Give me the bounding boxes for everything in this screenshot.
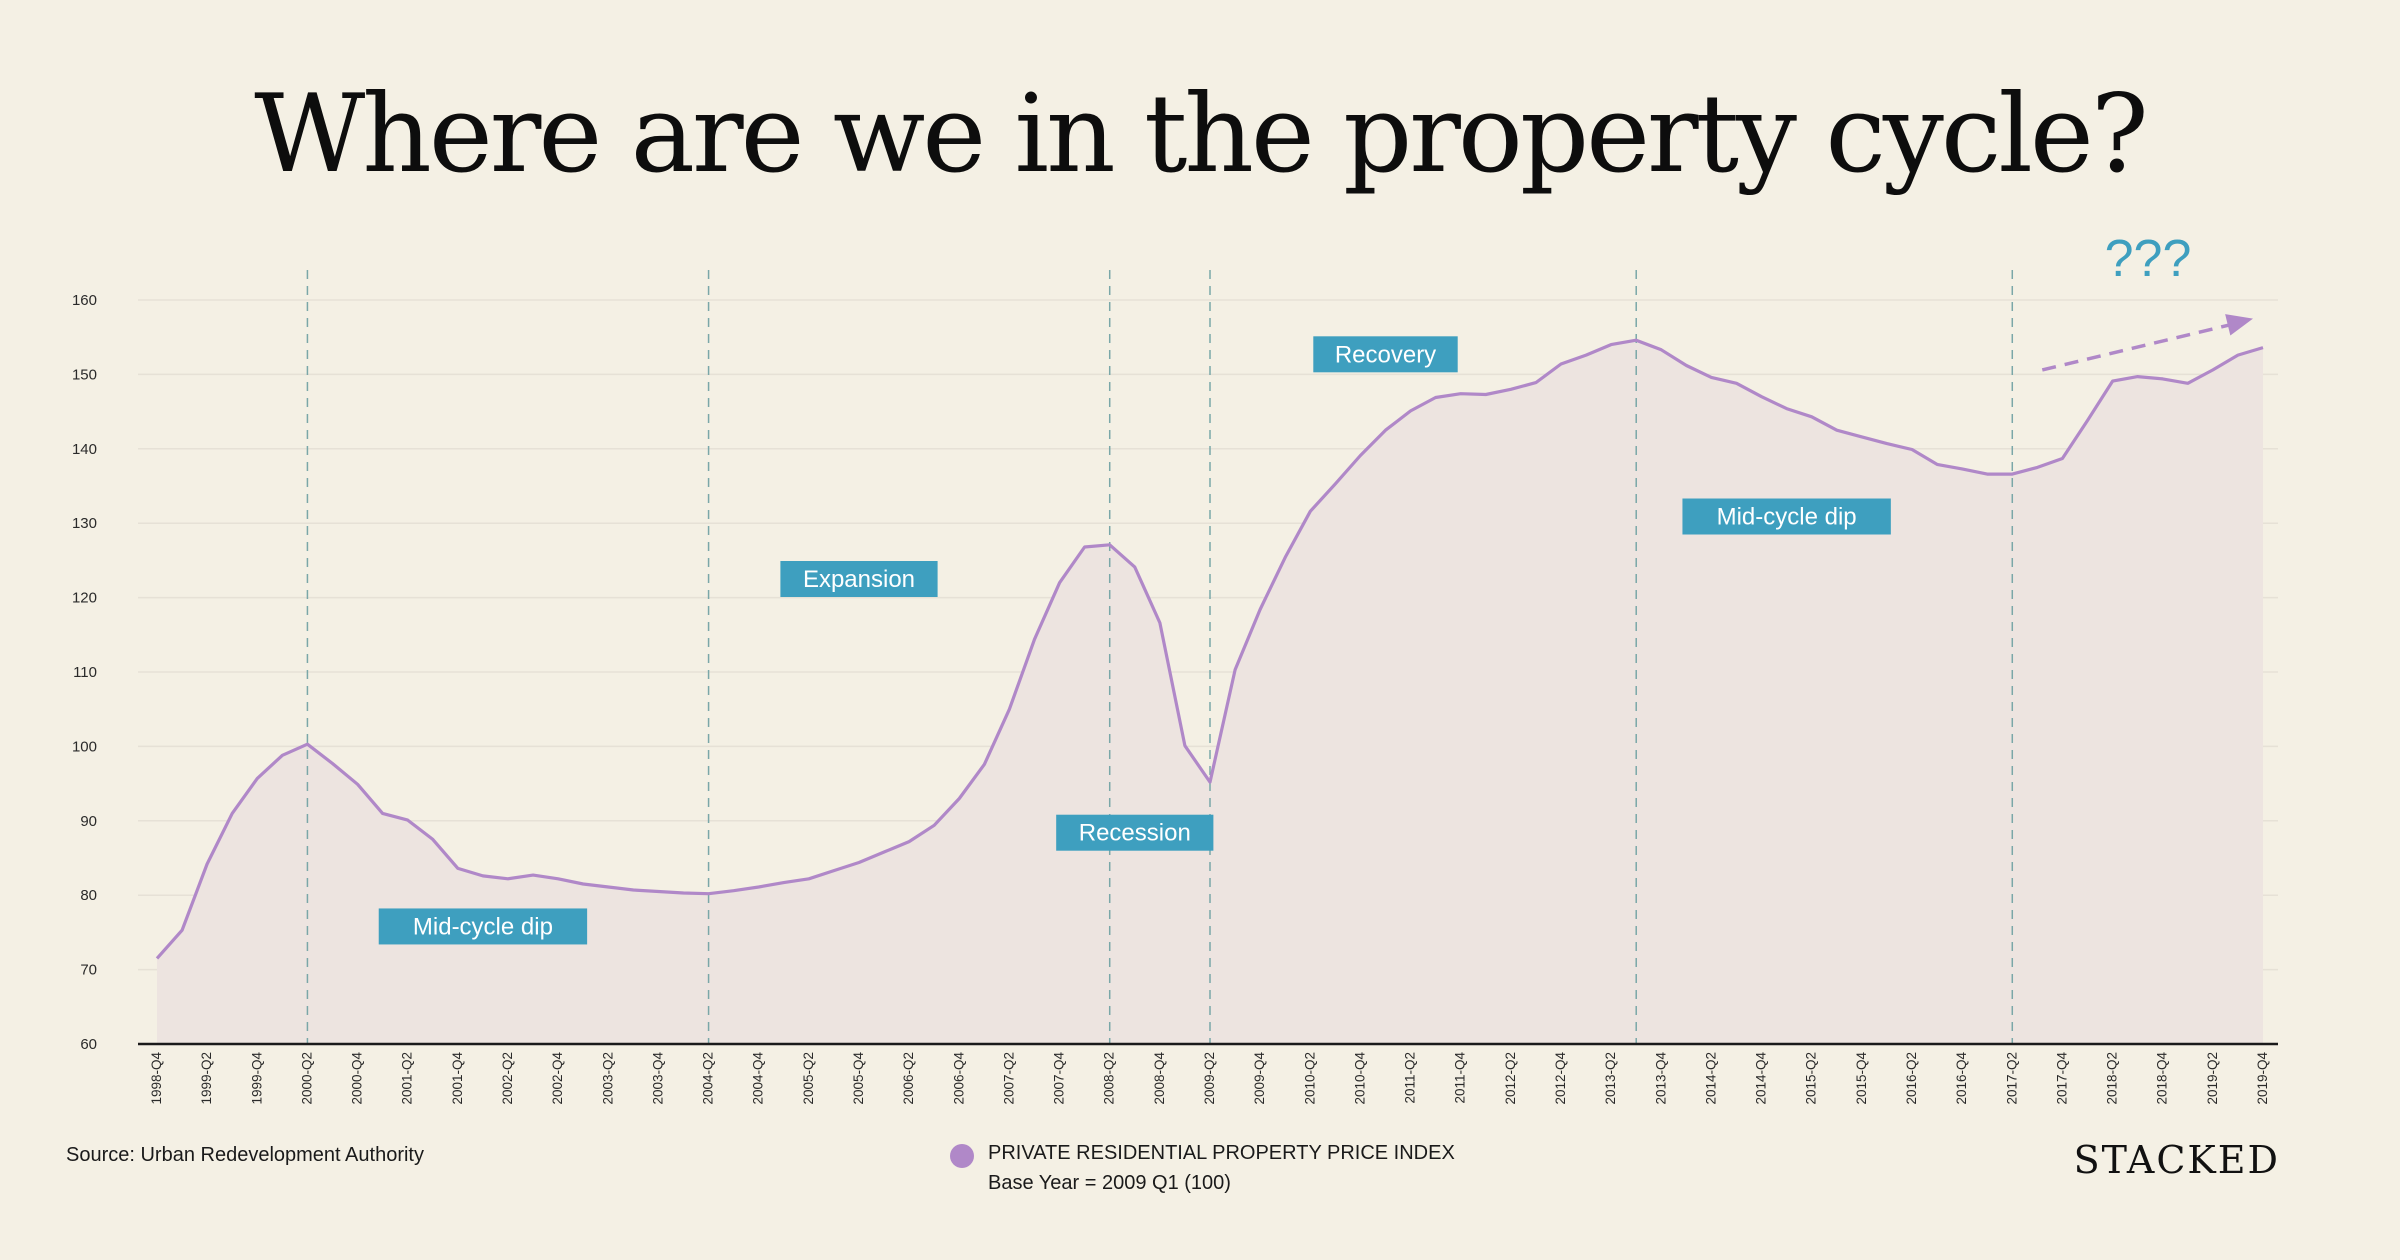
x-tick-label: 2002-Q2	[500, 1052, 515, 1105]
y-tick-label: 80	[80, 887, 97, 904]
legend-base-year: Base Year = 2009 Q1 (100)	[988, 1172, 1231, 1194]
x-tick-label: 2014-Q2	[1703, 1052, 1718, 1105]
x-tick-label: 2015-Q4	[1854, 1052, 1869, 1105]
y-tick-label: 60	[80, 1036, 97, 1053]
index-line	[155, 338, 2264, 960]
x-tick-label: 2013-Q2	[1603, 1052, 1618, 1105]
y-tick-label: 160	[72, 292, 97, 309]
x-tick-label: 2008-Q2	[1102, 1052, 1117, 1105]
x-tick-label: 2019-Q4	[2255, 1052, 2270, 1105]
phase-label: Mid-cycle dip	[413, 913, 553, 940]
x-tick-label: 2000-Q4	[350, 1052, 365, 1105]
x-tick-label: 2011-Q2	[1403, 1052, 1418, 1104]
phase-label-box	[1682, 498, 1891, 535]
x-tick-label: 2017-Q2	[2004, 1052, 2019, 1105]
x-tick-label: 2010-Q4	[1352, 1052, 1367, 1105]
legend-label: PRIVATE RESIDENTIAL PROPERTY PRICE INDEX	[988, 1142, 1455, 1164]
x-tick-label: 2000-Q2	[299, 1052, 314, 1105]
x-tick-label: 2006-Q4	[951, 1052, 966, 1105]
x-tick-label: 2011-Q4	[1453, 1052, 1468, 1104]
x-tick-label: 2012-Q4	[1553, 1052, 1568, 1105]
x-tick-label: 2018-Q4	[2155, 1052, 2170, 1105]
brand-logo: STACKED	[2073, 1138, 2280, 1182]
x-tick-label: 2007-Q2	[1001, 1052, 1016, 1105]
x-tick-label: 2009-Q4	[1252, 1052, 1267, 1105]
phase-label: Mid-cycle dip	[1717, 504, 1857, 531]
phase-label: Recession	[1079, 820, 1191, 847]
x-tick-label: 2015-Q2	[1804, 1052, 1819, 1105]
x-tick-label: 2007-Q4	[1052, 1052, 1067, 1105]
x-tick-label: 2003-Q2	[600, 1052, 615, 1105]
x-tick-label: 2005-Q2	[801, 1052, 816, 1105]
y-tick-label: 70	[80, 962, 97, 979]
y-tick-label: 120	[72, 590, 97, 607]
x-tick-label: 2016-Q4	[1954, 1052, 1969, 1105]
x-tick-label: 2010-Q2	[1302, 1052, 1317, 1105]
x-tick-label: 1998-Q4	[149, 1052, 164, 1105]
x-tick-label: 2014-Q4	[1754, 1052, 1769, 1105]
phase-label-box	[1313, 336, 1458, 373]
x-tick-label: 2006-Q2	[901, 1052, 916, 1105]
x-tick-label: 2016-Q2	[1904, 1052, 1919, 1105]
x-tick-label: 2008-Q4	[1152, 1052, 1167, 1105]
y-tick-label: 140	[72, 441, 97, 458]
outlook-arrow-head	[2225, 314, 2253, 336]
y-tick-label: 130	[72, 515, 97, 532]
source-note: Source: Urban Redevelopment Authority	[66, 1144, 424, 1166]
x-tick-label: 1999-Q2	[199, 1052, 214, 1105]
x-tick-label: 2004-Q4	[751, 1052, 766, 1105]
phase-label: Expansion	[803, 566, 915, 593]
x-tick-label: 2018-Q2	[2105, 1052, 2120, 1105]
y-tick-label: 110	[73, 664, 97, 681]
x-tick-label: 2017-Q4	[2054, 1052, 2069, 1105]
y-tick-label: 100	[72, 738, 97, 755]
x-tick-label: 2005-Q4	[851, 1052, 866, 1105]
legend-swatch	[950, 1144, 974, 1168]
y-tick-label: 90	[80, 813, 97, 830]
phase-label-box	[378, 908, 588, 945]
phase-label-box	[780, 561, 938, 597]
x-tick-label: 2001-Q4	[450, 1052, 465, 1105]
x-tick-label: 2003-Q4	[650, 1052, 665, 1105]
x-tick-label: 1999-Q4	[249, 1052, 264, 1105]
phase-label-box	[1056, 814, 1214, 851]
x-tick-label: 2001-Q2	[400, 1052, 415, 1105]
x-tick-label: 2019-Q2	[2205, 1052, 2220, 1105]
x-tick-label: 2004-Q2	[701, 1052, 716, 1105]
outlook-label: ???	[2105, 230, 2192, 288]
page-title: Where are we in the property cycle?	[254, 72, 2148, 197]
outlook-arrow	[2041, 321, 2236, 372]
x-tick-label: 2002-Q4	[550, 1052, 565, 1105]
x-tick-label: 2009-Q2	[1202, 1052, 1217, 1105]
y-tick-label: 150	[72, 366, 97, 383]
phase-label: Recovery	[1335, 341, 1436, 368]
x-tick-label: 2013-Q4	[1653, 1052, 1668, 1105]
x-tick-label: 2012-Q2	[1503, 1052, 1518, 1105]
